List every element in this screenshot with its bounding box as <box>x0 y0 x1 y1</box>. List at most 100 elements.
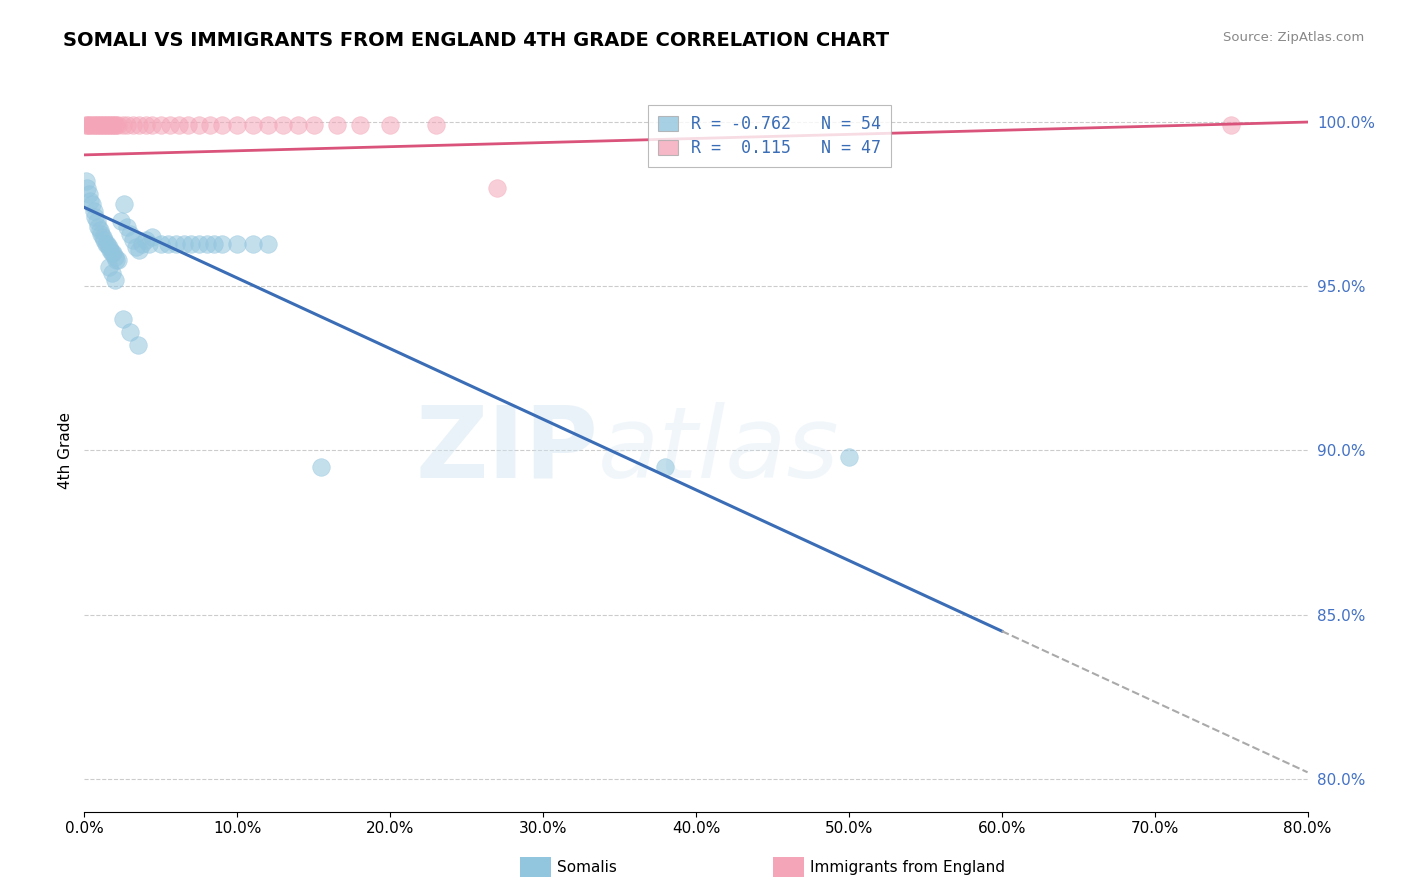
Point <box>242 118 264 132</box>
Point <box>242 236 264 251</box>
Point <box>90 118 112 132</box>
Point <box>80 118 103 132</box>
Point <box>188 236 211 251</box>
Point <box>112 197 135 211</box>
Text: Somalis: Somalis <box>557 860 617 874</box>
Point <box>120 227 142 241</box>
Point <box>96 118 118 132</box>
Point <box>84 211 107 225</box>
Point <box>75 118 97 132</box>
Point <box>135 233 157 247</box>
Point <box>198 118 221 132</box>
Text: ZIP: ZIP <box>415 402 598 499</box>
Y-axis label: 4th Grade: 4th Grade <box>58 412 73 489</box>
Point <box>165 236 187 251</box>
Point <box>180 236 202 251</box>
Point <box>271 118 294 132</box>
Point <box>93 233 115 247</box>
Point <box>149 236 172 251</box>
Point <box>138 236 160 251</box>
Point <box>103 246 125 260</box>
Point <box>97 240 120 254</box>
Point <box>97 118 120 132</box>
Point <box>135 118 157 132</box>
Point <box>157 236 180 251</box>
Point <box>120 325 142 339</box>
Point <box>302 118 325 132</box>
Point <box>94 236 117 251</box>
Point <box>195 236 218 251</box>
Point <box>173 236 195 251</box>
Text: Immigrants from England: Immigrants from England <box>810 860 1005 874</box>
Point <box>1220 118 1243 132</box>
Point <box>122 233 145 247</box>
Point <box>101 118 124 132</box>
Legend: R = -0.762   N = 54, R =  0.115   N = 47: R = -0.762 N = 54, R = 0.115 N = 47 <box>648 104 891 168</box>
Point <box>115 220 138 235</box>
Point <box>486 180 509 194</box>
Point <box>177 118 200 132</box>
Point <box>91 118 114 132</box>
Point <box>226 118 249 132</box>
Point <box>202 236 225 251</box>
Point <box>93 118 115 132</box>
Point <box>89 223 111 237</box>
Point <box>149 118 172 132</box>
Point <box>77 118 100 132</box>
Point <box>105 252 128 267</box>
Point <box>159 118 181 132</box>
Point <box>188 118 211 132</box>
Point <box>83 118 105 132</box>
Point <box>80 197 103 211</box>
Point <box>349 118 371 132</box>
Point <box>128 243 150 257</box>
Point <box>96 236 118 251</box>
Point <box>87 220 110 235</box>
Point <box>111 312 134 326</box>
Point <box>211 118 233 132</box>
Point <box>101 246 124 260</box>
Point <box>287 118 309 132</box>
Point <box>101 266 124 280</box>
Point <box>76 180 98 194</box>
Point <box>87 118 110 132</box>
Point <box>94 118 117 132</box>
Point <box>141 230 163 244</box>
Point <box>838 450 860 464</box>
Text: Source: ZipAtlas.com: Source: ZipAtlas.com <box>1223 31 1364 45</box>
Text: SOMALI VS IMMIGRANTS FROM ENGLAND 4TH GRADE CORRELATION CHART: SOMALI VS IMMIGRANTS FROM ENGLAND 4TH GR… <box>63 31 890 50</box>
Point <box>98 118 121 132</box>
Text: atlas: atlas <box>598 402 839 499</box>
Point <box>380 118 402 132</box>
Point <box>104 250 127 264</box>
Point <box>104 273 127 287</box>
Point <box>131 236 153 251</box>
Point <box>257 236 280 251</box>
Point <box>89 118 111 132</box>
Point <box>77 187 100 202</box>
Point <box>141 118 163 132</box>
Point <box>83 203 105 218</box>
Point <box>257 118 280 132</box>
Point <box>111 118 134 132</box>
Point <box>107 252 129 267</box>
Point <box>110 213 132 227</box>
Point <box>654 459 676 474</box>
Point <box>211 236 233 251</box>
Point <box>86 118 108 132</box>
Point <box>75 174 97 188</box>
Point <box>91 230 114 244</box>
Point <box>325 118 347 132</box>
Point <box>86 213 108 227</box>
Point <box>127 338 149 352</box>
Point <box>76 118 98 132</box>
Point <box>226 236 249 251</box>
Point <box>167 118 190 132</box>
Point <box>107 118 129 132</box>
Point <box>125 240 148 254</box>
Point <box>311 459 333 474</box>
Point <box>79 118 101 132</box>
Point <box>115 118 138 132</box>
Point <box>90 227 112 241</box>
Point <box>105 118 128 132</box>
